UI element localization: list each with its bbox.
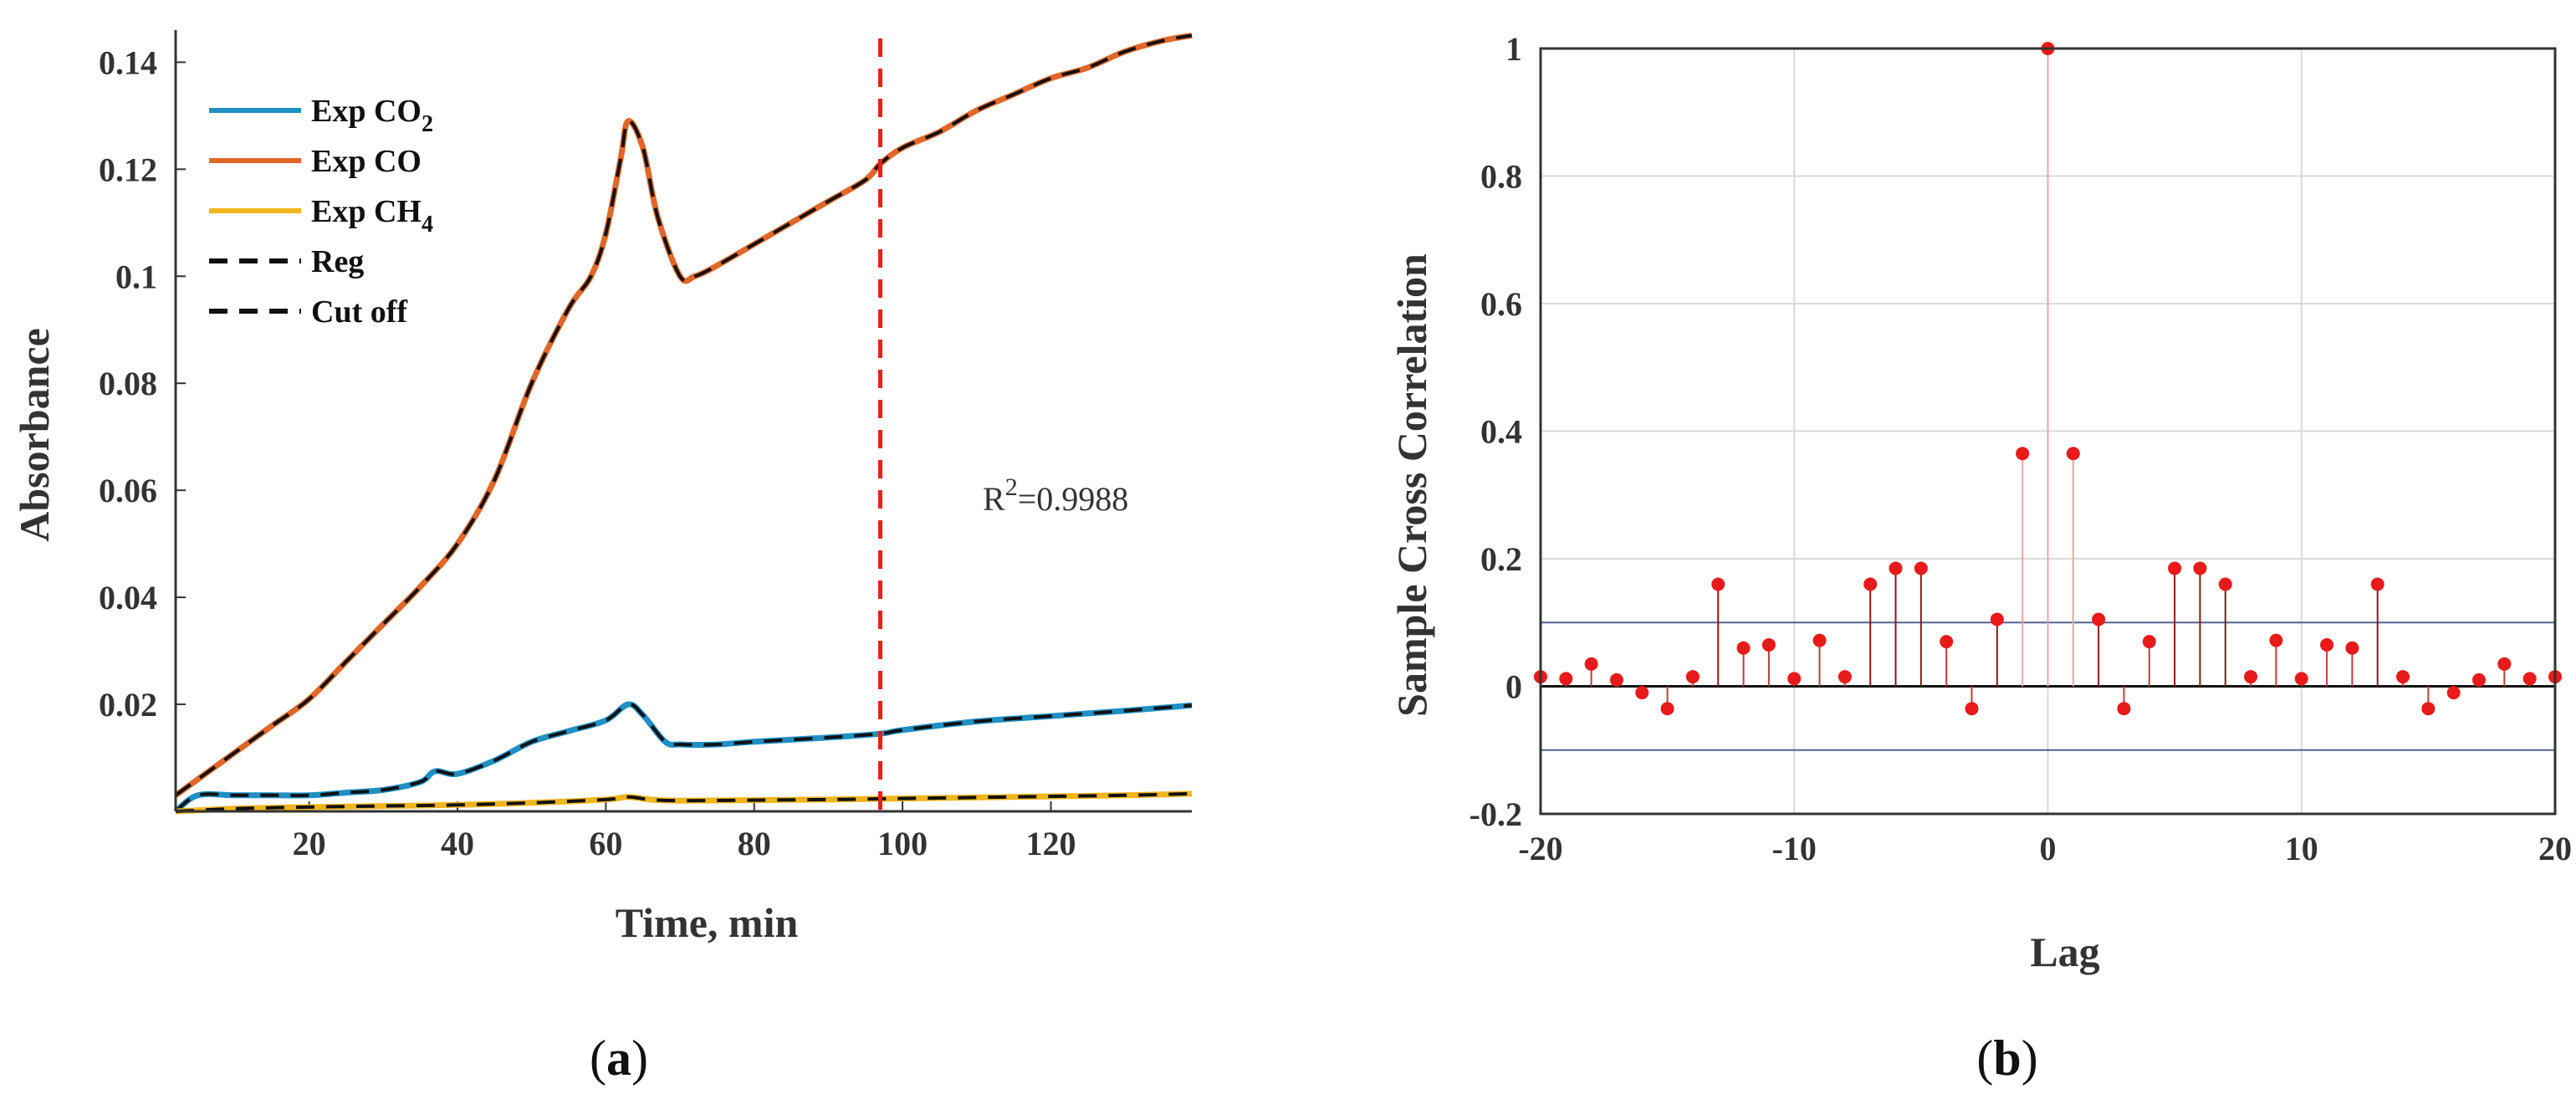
- regression-line-2: [175, 791, 1193, 813]
- stem-marker: [1609, 673, 1623, 687]
- legend-label: Cut off: [311, 294, 408, 330]
- panel-a-y-tick-label: 0.08: [99, 365, 157, 402]
- panel-b-axes: [1539, 47, 2557, 816]
- panel-a-y-tick-label: 0.02: [99, 686, 157, 724]
- stem-marker: [1837, 670, 1852, 684]
- stem-marker: [2320, 637, 2334, 652]
- panel-a-series: [173, 32, 1193, 815]
- stem-marker: [1889, 561, 1903, 575]
- stem-marker: [2193, 561, 2207, 575]
- panel-b-y-tick-label: 0: [1505, 668, 1522, 706]
- panel-a-y-tick-label: 0.14: [99, 43, 157, 81]
- stem-marker: [2370, 577, 2384, 591]
- panel-a-x-tick-label: 20: [293, 825, 326, 862]
- panel-b-y-tick-label: 0.8: [1480, 158, 1522, 196]
- panel-a-x-tick-label: 80: [738, 825, 771, 862]
- legend-label: Reg: [311, 244, 364, 279]
- stem-marker: [1711, 577, 1725, 591]
- stem-marker: [2522, 672, 2537, 686]
- stem-marker: [1761, 637, 1776, 652]
- stem-marker: [1965, 702, 1979, 716]
- r-squared-annotation: R2=0.9988: [983, 473, 1128, 518]
- panel-b-x-tick-label: 20: [2538, 830, 2572, 867]
- r-squared-sup: 2: [1005, 473, 1018, 501]
- stem-marker: [1736, 641, 1751, 655]
- panel-a-y-axis-label: Absorbance: [11, 328, 58, 542]
- panel-a-tick-labels: 20 40 60 80 100 120 0.02 0.04 0.06 0.08 0.1 0.12 0.1…: [99, 43, 1076, 862]
- legend: Exp CO2 Exp CO Exp CH4 Reg Cut off: [209, 94, 433, 330]
- panel-b-y-axis-label: Sample Cross Correlation: [1388, 253, 1435, 717]
- panel-b-y-tick-label: 0.4: [1480, 413, 1522, 451]
- stem-marker: [2092, 612, 2106, 626]
- stem-marker: [2117, 702, 2131, 716]
- panel-b-x-tick-label: 10: [2285, 830, 2318, 867]
- stem-marker: [2168, 561, 2182, 575]
- regression-line-1: [174, 703, 1193, 813]
- panel-a-y-tick-label: 0.1: [115, 258, 157, 295]
- panel-a-y-tick-label: 0.06: [99, 472, 157, 509]
- stem-marker: [1863, 577, 1878, 591]
- caption-a: (a): [590, 1031, 648, 1086]
- stem-marker: [2294, 672, 2308, 686]
- regression-line-0: [174, 33, 1193, 797]
- stem-marker: [1584, 657, 1598, 671]
- stem-marker: [1660, 702, 1674, 716]
- panel-b-y-tick-label: -0.2: [1469, 795, 1522, 833]
- stem-marker: [2142, 635, 2156, 649]
- stem-marker: [1914, 561, 1928, 575]
- panel-b-y-tick-label: 0.6: [1480, 285, 1522, 323]
- stem-marker: [2421, 702, 2435, 716]
- stem-marker: [2016, 447, 2030, 461]
- stem-marker: [1990, 612, 2004, 626]
- stem-marker: [2269, 633, 2283, 647]
- panel-a-x-tick-label: 40: [441, 825, 474, 862]
- stem-marker: [1787, 672, 1802, 686]
- stem-marker: [1685, 670, 1699, 684]
- stem-marker: [2472, 673, 2487, 687]
- stem-marker: [2345, 641, 2359, 655]
- panel-b-x-tick-label: -20: [1518, 830, 1562, 867]
- panel-b-tick-labels: -20 -10 0 10 20 -0.2 0 0.2 0.4 0.6 0.8 1: [1469, 30, 2572, 867]
- panel-a-x-tick-label: 100: [877, 825, 928, 862]
- stem-marker: [1559, 672, 1573, 686]
- panel-a-y-tick-label: 0.04: [99, 579, 157, 616]
- panel-b-x-axis-label: Lag: [2030, 928, 2099, 975]
- stem-marker: [2497, 657, 2512, 671]
- panel-b-x-tick-label: 0: [2040, 830, 2057, 867]
- panel-a-x-axis-label: Time, min: [616, 899, 799, 946]
- legend-label: Exp CO2: [311, 94, 433, 137]
- legend-label: Exp CH4: [311, 194, 433, 238]
- legend-label: Exp CO: [311, 144, 422, 179]
- caption-b: (b): [1976, 1031, 2037, 1086]
- stem-marker: [2218, 577, 2232, 591]
- panel-b-y-tick-label: 0.2: [1480, 540, 1522, 578]
- stem-marker: [2066, 447, 2080, 461]
- stem-marker: [1635, 686, 1649, 700]
- panel-b: -20 -10 0 10 20 -0.2 0 0.2 0.4 0.6 0.8 1 Lag Sample…: [1388, 30, 2572, 1086]
- panel-a: 20 40 60 80 100 120 0.02 0.04 0.06 0.08 0.1 0.12 0.1…: [11, 30, 1193, 1086]
- r-squared-value: =0.9988: [1018, 480, 1129, 518]
- panel-a-y-tick-label: 0.12: [99, 151, 157, 188]
- panel-b-x-tick-label: -10: [1772, 830, 1817, 867]
- stem-marker: [1812, 633, 1827, 647]
- stem-marker: [2244, 670, 2258, 684]
- r-squared-prefix: R: [983, 480, 1005, 518]
- panel-b-frame: [1539, 47, 2557, 816]
- panel-b-stems: [1534, 42, 2562, 716]
- panel-a-x-tick-label: 120: [1025, 825, 1076, 862]
- panel-b-y-tick-label: 1: [1505, 30, 1522, 68]
- stem-marker: [2446, 686, 2461, 700]
- stem-marker: [2396, 670, 2410, 684]
- stem-marker: [1940, 635, 1954, 649]
- panel-a-ticks: [176, 61, 1052, 811]
- panel-a-x-tick-label: 60: [589, 825, 622, 862]
- panel-a-axes: [174, 30, 1192, 813]
